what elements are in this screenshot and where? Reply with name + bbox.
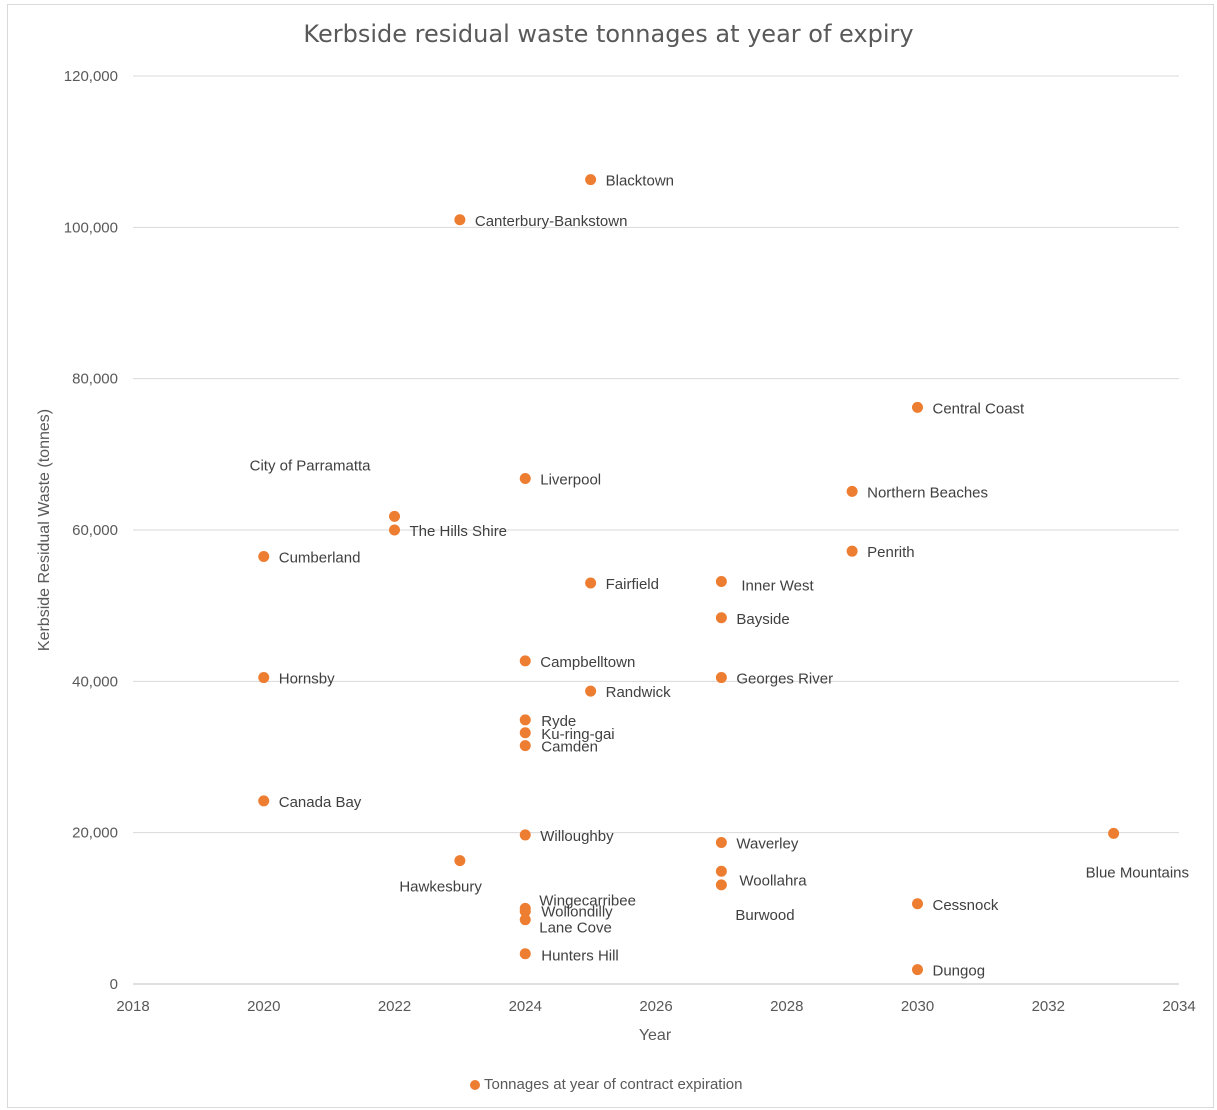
point-labels: Blacktown Canterbury-Bankstown Central Coa…	[250, 173, 1189, 980]
data-label: Liverpool	[540, 472, 601, 489]
data-point	[846, 545, 858, 557]
data-point	[389, 524, 400, 536]
data-label: Georges River	[736, 671, 833, 688]
data-label: Blue Mountains	[1086, 864, 1189, 881]
x-tick-label: 2032	[1032, 998, 1065, 1015]
y-axis-title: Kerbside Residual Waste (tonnes)	[36, 409, 53, 651]
data-point	[715, 837, 727, 849]
data-label: Fairfield	[606, 576, 659, 593]
x-tick-label: 2026	[639, 998, 672, 1015]
data-label: Campbelltown	[540, 654, 635, 671]
data-point	[519, 829, 531, 841]
data-label: Cessnock	[933, 897, 999, 914]
data-label: Canterbury-Bankstown	[475, 213, 628, 230]
x-axis-title: Year	[639, 1027, 672, 1044]
data-points	[258, 174, 1120, 976]
data-point	[519, 655, 531, 667]
data-label: Randwick	[606, 684, 672, 701]
data-point	[454, 855, 466, 867]
chart-title: Kerbside residual waste tonnages at year…	[303, 20, 914, 48]
data-label: Burwood	[735, 907, 794, 924]
data-label: Hawkesbury	[399, 879, 482, 896]
x-tick-label: 2034	[1162, 998, 1195, 1015]
data-point	[258, 795, 270, 807]
data-label: Ryde	[541, 713, 576, 730]
data-point	[715, 865, 727, 877]
x-tick-label: 2020	[247, 998, 280, 1015]
data-point	[715, 879, 727, 891]
y-tick-labels: 0 20,000 40,000 60,000 80,000 100,000 120,000	[64, 68, 118, 993]
data-point	[519, 714, 531, 726]
y-tick-label: 20,000	[72, 825, 118, 842]
data-point	[258, 672, 270, 684]
data-label: Lane Cove	[539, 920, 612, 937]
data-point	[715, 612, 727, 624]
data-label: Canada Bay	[279, 794, 362, 811]
data-point	[519, 473, 531, 485]
data-label: The Hills Shire	[410, 523, 508, 540]
data-point	[519, 948, 531, 960]
y-tick-label: 100,000	[64, 219, 118, 236]
data-label: Central Coast	[933, 400, 1026, 417]
data-label: Dungog	[933, 963, 986, 980]
data-label: Hunters Hill	[541, 948, 619, 965]
x-tick-label: 2018	[116, 998, 149, 1015]
data-label: Wollondilly	[541, 903, 613, 920]
data-point	[454, 214, 466, 226]
y-tick-label: 120,000	[64, 68, 118, 85]
gridlines	[133, 75, 1179, 985]
data-label: Woollahra	[739, 872, 807, 889]
data-label: Camden	[541, 739, 598, 756]
y-tick-label: 60,000	[72, 522, 118, 539]
x-tick-labels: 2018 2020 2022 2024 2026 2028 2030 2032 2034	[116, 998, 1195, 1015]
data-point	[519, 905, 531, 917]
x-tick-label: 2030	[901, 998, 934, 1015]
data-point	[912, 964, 923, 976]
legend-label: Tonnages at year of contract expiration	[484, 1076, 743, 1093]
y-tick-label: 0	[110, 976, 118, 993]
data-label: Cumberland	[279, 549, 361, 566]
y-tick-label: 80,000	[72, 371, 118, 388]
data-label: Inner West	[741, 577, 814, 594]
data-label: Penrith	[867, 544, 915, 561]
data-point	[846, 485, 858, 497]
data-label: Northern Beaches	[867, 484, 988, 501]
data-point	[715, 672, 727, 684]
data-label: Ku-ring-gai	[541, 726, 614, 743]
data-point	[912, 401, 923, 413]
data-label: Wingecarribee	[539, 892, 636, 909]
data-label: City of Parramatta	[250, 457, 372, 474]
data-label: Hornsby	[279, 671, 335, 688]
data-point	[912, 898, 923, 910]
data-label: Blacktown	[606, 173, 674, 190]
legend-marker	[470, 1079, 480, 1090]
data-point	[519, 740, 531, 752]
y-tick-label: 40,000	[72, 673, 118, 690]
x-tick-label: 2028	[770, 998, 803, 1015]
data-point	[585, 685, 597, 697]
data-point	[715, 575, 727, 587]
data-label: Bayside	[736, 611, 789, 628]
data-label: Willoughby	[540, 828, 614, 845]
legend: Tonnages at year of contract expiration	[470, 1076, 743, 1093]
x-tick-label: 2024	[509, 998, 542, 1015]
data-point	[519, 914, 531, 926]
data-point	[585, 577, 597, 589]
chart-frame	[7, 4, 1214, 1108]
data-point	[389, 510, 400, 522]
data-point	[258, 550, 270, 562]
data-point	[519, 727, 531, 739]
x-tick-label: 2022	[378, 998, 411, 1015]
data-point	[585, 174, 597, 186]
data-point	[1108, 827, 1120, 839]
data-label: Waverley	[736, 836, 798, 853]
